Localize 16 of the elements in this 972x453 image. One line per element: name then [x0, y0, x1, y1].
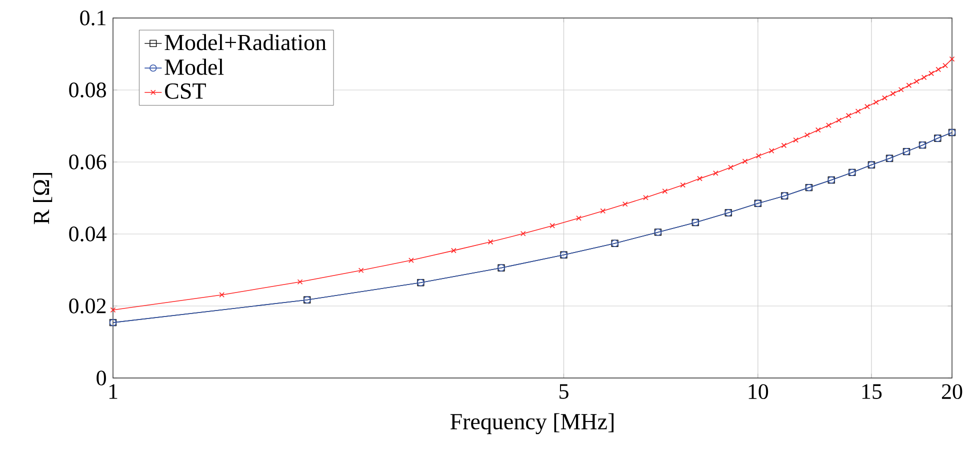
legend-label: Model — [164, 58, 224, 75]
x-axis-title: Frequency [MHz] — [450, 413, 614, 434]
y-tick-label: 0.06 — [69, 154, 106, 170]
y-tick-label: 0.02 — [69, 298, 106, 314]
x-tick-label: 20 — [942, 384, 962, 400]
x-tick-label: 1 — [109, 384, 118, 399]
legend-label: Model+Radiation — [164, 34, 326, 50]
y-axis-title: R [Ω] — [33, 172, 52, 224]
y-tick-label: 0.1 — [80, 10, 106, 26]
y-tick-label: 0.04 — [69, 226, 106, 242]
legend-label: CST — [165, 83, 206, 99]
y-tick-label: 0.08 — [69, 82, 106, 98]
x-tick-label: 15 — [862, 384, 882, 399]
x-tick-label: 5 — [560, 384, 568, 399]
y-tick-label: 0 — [96, 370, 106, 386]
x-tick-label: 10 — [748, 384, 768, 400]
